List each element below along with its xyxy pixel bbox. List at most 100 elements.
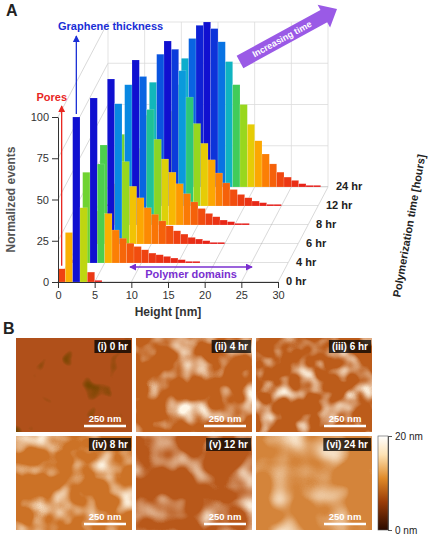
bar xyxy=(139,282,146,283)
bar xyxy=(241,282,248,283)
bar xyxy=(131,282,138,283)
bar xyxy=(58,269,65,282)
scale-bar xyxy=(204,425,246,428)
image-label: (v) 12 hr xyxy=(209,439,248,450)
bar xyxy=(266,263,273,264)
axis-line xyxy=(58,118,59,283)
bar xyxy=(306,185,313,187)
bar xyxy=(234,282,241,283)
bar xyxy=(225,62,232,187)
bar xyxy=(254,244,261,245)
tick-label: 0 nm xyxy=(395,525,417,536)
grid-line xyxy=(58,63,108,158)
bar xyxy=(87,272,94,282)
y-axis-title: Normalized events xyxy=(4,146,18,252)
image-texture xyxy=(136,338,252,432)
bar xyxy=(281,263,288,264)
label-background xyxy=(212,340,251,353)
bar xyxy=(169,172,176,225)
image-field xyxy=(16,338,132,432)
annotation: Increasing time xyxy=(251,19,314,59)
image-texture xyxy=(16,436,132,530)
bar xyxy=(176,184,183,225)
bar xyxy=(269,164,276,187)
bar xyxy=(205,282,212,283)
scale-bar-label: 250 nm xyxy=(209,413,242,424)
bar xyxy=(183,282,190,283)
bar xyxy=(251,263,258,264)
bar xyxy=(193,124,200,207)
bar xyxy=(168,282,175,283)
bar xyxy=(215,263,222,264)
bar xyxy=(222,263,229,264)
bar xyxy=(195,239,202,244)
tick: 0 xyxy=(43,276,58,288)
tick-mark xyxy=(58,282,59,288)
axis-line xyxy=(388,437,389,531)
colorbar-axis: 0 nm20 nm xyxy=(388,431,423,536)
bar xyxy=(296,206,303,207)
bar xyxy=(291,180,298,187)
series-label: 8 hr xyxy=(316,218,337,230)
image-field xyxy=(136,436,252,530)
scale-bar-label: 250 nm xyxy=(89,413,122,424)
tick: 5 xyxy=(92,282,98,301)
bar xyxy=(208,160,215,206)
bar xyxy=(240,105,247,188)
image-label: (iv) 8 hr xyxy=(92,439,128,450)
histogram xyxy=(68,98,288,263)
series-label: 24 hr xyxy=(336,180,363,192)
bar xyxy=(175,282,182,283)
tick-mark xyxy=(95,282,96,288)
tick: 0 xyxy=(55,282,61,301)
afm-image: (i) 0 hr 250 nm xyxy=(16,338,132,432)
series-label: 4 hr xyxy=(296,256,317,268)
tick-mark xyxy=(52,241,58,242)
bar xyxy=(218,42,225,187)
scale-bar xyxy=(84,523,126,526)
bar xyxy=(141,250,148,263)
label-background xyxy=(323,438,371,451)
bar xyxy=(276,244,283,245)
bar xyxy=(146,282,153,283)
scale-bar-label: 250 nm xyxy=(89,511,122,522)
bar xyxy=(225,244,232,245)
afm-image: (vi) 24 hr250 nm xyxy=(256,436,372,530)
bar xyxy=(284,177,291,187)
bar xyxy=(263,282,270,283)
image-label: (i) 0 hr xyxy=(97,341,128,352)
label-background xyxy=(206,438,251,451)
bar xyxy=(271,282,278,283)
bar xyxy=(237,194,244,206)
bar xyxy=(249,282,256,283)
tick-mark xyxy=(388,436,392,437)
bar xyxy=(219,282,226,283)
bar xyxy=(117,282,124,283)
bar xyxy=(73,117,80,282)
bar xyxy=(163,256,170,263)
image-field xyxy=(256,338,372,432)
image-label: (ii) 4 hr xyxy=(215,341,248,352)
bar xyxy=(149,253,156,263)
annotation-arrow xyxy=(237,5,337,68)
tick: 100 xyxy=(31,111,58,123)
bar xyxy=(257,225,264,226)
bar xyxy=(229,263,236,264)
series-label: 12 hr xyxy=(326,199,353,211)
bar xyxy=(105,214,112,264)
tick-mark xyxy=(388,530,392,531)
scale-bar-label: 250 nm xyxy=(209,511,242,522)
tick: 10 xyxy=(126,282,138,301)
series-label: 6 hr xyxy=(306,237,327,249)
bar xyxy=(161,159,168,225)
bar xyxy=(124,282,131,283)
bar xyxy=(286,225,293,226)
bar xyxy=(193,261,200,263)
bar xyxy=(291,244,298,245)
tick-label: 10 xyxy=(126,289,138,301)
bar xyxy=(185,261,192,263)
bar xyxy=(321,187,328,188)
tick-label: 5 xyxy=(92,289,98,301)
scale-bar xyxy=(84,425,126,428)
scale-bar-label: 250 nm xyxy=(329,511,362,522)
